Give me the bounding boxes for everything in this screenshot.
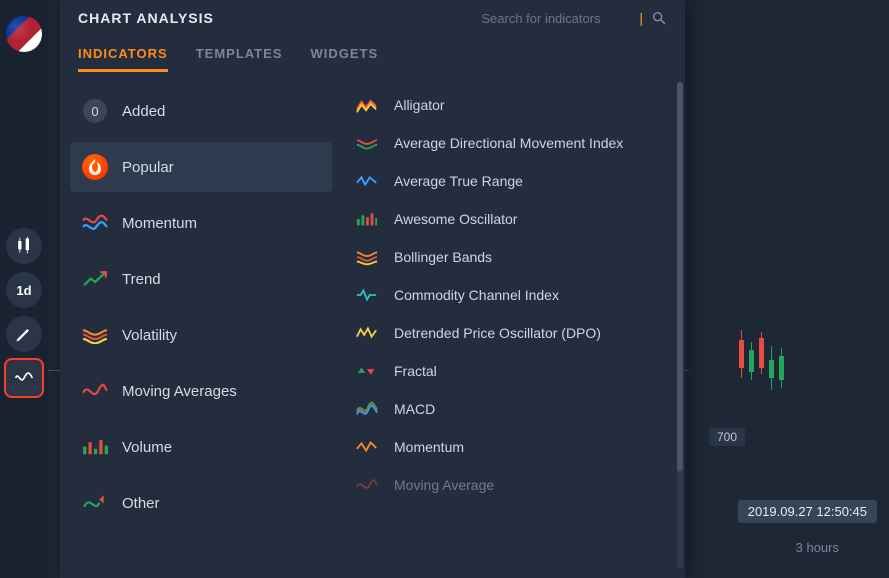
- price-label: 700: [709, 428, 745, 446]
- wave-icon: [14, 368, 34, 388]
- indicator-bollinger[interactable]: Bollinger Bands: [344, 238, 679, 276]
- volatility-icon: [82, 322, 108, 348]
- scrollbar-thumb[interactable]: [677, 82, 683, 471]
- indicator-label: Moving Average: [394, 477, 494, 493]
- tab-indicators[interactable]: INDICATORS: [78, 38, 168, 72]
- category-label: Other: [122, 495, 160, 512]
- indicator-label: MACD: [394, 401, 435, 417]
- adx-icon: [354, 134, 380, 152]
- alligator-icon: [354, 96, 380, 114]
- timeframe-button[interactable]: 1d: [6, 272, 42, 308]
- indicator-label: Bollinger Bands: [394, 249, 492, 265]
- macd-icon: [354, 400, 380, 418]
- indicator-alligator[interactable]: Alligator: [344, 86, 679, 124]
- indicator-macd[interactable]: MACD: [344, 390, 679, 428]
- indicator-label: Average Directional Movement Index: [394, 135, 623, 151]
- indicator-column: Alligator Average Directional Movement I…: [340, 72, 685, 578]
- indicator-adx[interactable]: Average Directional Movement Index: [344, 124, 679, 162]
- volume-icon: [82, 434, 108, 460]
- bollinger-icon: [354, 248, 380, 266]
- dpo-icon: [354, 324, 380, 342]
- indicator-label: Commodity Channel Index: [394, 287, 559, 303]
- search-caret: |: [639, 10, 643, 26]
- added-count-badge: 0: [83, 99, 107, 123]
- indicators-tool-button[interactable]: [6, 360, 42, 396]
- indicator-dpo[interactable]: Detrended Price Oscillator (DPO): [344, 314, 679, 352]
- moving-avg-icon: [82, 378, 108, 404]
- scrollbar[interactable]: [677, 82, 683, 568]
- category-other[interactable]: Other: [70, 478, 332, 528]
- currency-pair-button[interactable]: [6, 16, 42, 52]
- indicator-awesome-oscillator[interactable]: Awesome Oscillator: [344, 200, 679, 238]
- indicator-label: Awesome Oscillator: [394, 211, 517, 227]
- search-input[interactable]: [481, 11, 631, 26]
- category-label: Trend: [122, 271, 161, 288]
- category-added[interactable]: 0 Added: [70, 86, 332, 136]
- panel-body: 0 Added Popular Momentum Trend: [60, 72, 685, 578]
- ao-icon: [354, 210, 380, 228]
- draw-tool-button[interactable]: [6, 316, 42, 352]
- candlestick-icon: [14, 236, 34, 256]
- category-list: 0 Added Popular Momentum Trend: [60, 72, 340, 578]
- atr-icon: [354, 172, 380, 190]
- search-icon: [651, 10, 667, 26]
- indicator-list: Alligator Average Directional Movement I…: [344, 86, 679, 564]
- timestamp-label: 2019.09.27 12:50:45: [738, 500, 877, 523]
- panel-header: CHART ANALYSIS | INDICATORS TEMPLATES WI…: [60, 0, 685, 72]
- indicator-label: Fractal: [394, 363, 437, 379]
- category-label: Added: [122, 103, 165, 120]
- cci-icon: [354, 286, 380, 304]
- chart-type-button[interactable]: [6, 228, 42, 264]
- indicator-label: Alligator: [394, 97, 445, 113]
- category-label: Volume: [122, 439, 172, 456]
- indicator-moving-average[interactable]: Moving Average: [344, 466, 679, 504]
- category-label: Popular: [122, 159, 174, 176]
- other-icon: [82, 490, 108, 516]
- chart-analysis-panel: CHART ANALYSIS | INDICATORS TEMPLATES WI…: [60, 0, 685, 578]
- category-popular[interactable]: Popular: [70, 142, 332, 192]
- fractal-icon: [354, 362, 380, 380]
- tab-widgets[interactable]: WIDGETS: [310, 38, 378, 72]
- indicator-momentum[interactable]: Momentum: [344, 428, 679, 466]
- indicator-label: Detrended Price Oscillator (DPO): [394, 325, 601, 341]
- category-moving-averages[interactable]: Moving Averages: [70, 366, 332, 416]
- timeframe-label: 3 hours: [796, 540, 839, 555]
- category-trend[interactable]: Trend: [70, 254, 332, 304]
- indicator-atr[interactable]: Average True Range: [344, 162, 679, 200]
- indicator-cci[interactable]: Commodity Channel Index: [344, 276, 679, 314]
- indicator-fractal[interactable]: Fractal: [344, 352, 679, 390]
- category-label: Moving Averages: [122, 383, 237, 400]
- category-label: Volatility: [122, 327, 177, 344]
- category-volume[interactable]: Volume: [70, 422, 332, 472]
- trend-icon: [82, 266, 108, 292]
- tab-bar: INDICATORS TEMPLATES WIDGETS: [78, 38, 667, 72]
- left-toolbar: 1d: [0, 0, 48, 578]
- tab-templates[interactable]: TEMPLATES: [196, 38, 283, 72]
- category-label: Momentum: [122, 215, 197, 232]
- category-momentum[interactable]: Momentum: [70, 198, 332, 248]
- search-box[interactable]: |: [481, 10, 667, 26]
- indicator-label: Momentum: [394, 439, 464, 455]
- indicator-label: Average True Range: [394, 173, 523, 189]
- momentum-ind-icon: [354, 438, 380, 456]
- category-volatility[interactable]: Volatility: [70, 310, 332, 360]
- panel-title: CHART ANALYSIS: [78, 10, 214, 26]
- flame-icon: [82, 154, 108, 180]
- ma-icon: [354, 476, 380, 494]
- momentum-icon: [82, 210, 108, 236]
- pencil-icon: [14, 324, 34, 344]
